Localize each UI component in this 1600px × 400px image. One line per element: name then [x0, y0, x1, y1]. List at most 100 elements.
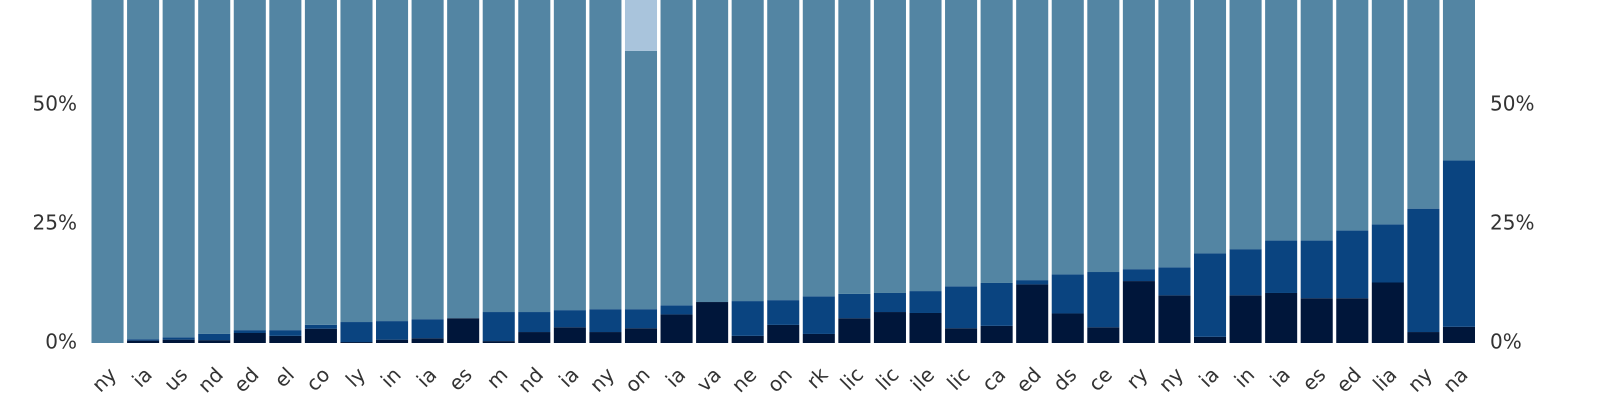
bar-segment — [1300, 298, 1333, 343]
x-tick-label: ny — [585, 362, 619, 396]
x-tick-label: ia — [127, 362, 157, 392]
bar-segment — [376, 339, 409, 343]
bar-segment — [1229, 249, 1262, 296]
y-tick-label-left: 25% — [33, 210, 77, 234]
x-tick-label: ed — [229, 362, 264, 397]
bar-segment — [553, 327, 586, 343]
bar-segment — [198, 333, 231, 341]
y-tick-label-right: 25% — [1490, 210, 1534, 234]
bar-segment — [482, 312, 515, 342]
bar-segment — [269, 330, 302, 336]
bar-segment — [1407, 332, 1440, 343]
bar-segment — [162, 337, 195, 340]
bar-segment — [1371, 224, 1404, 283]
bar-segment — [1158, 295, 1191, 343]
x-tick-label: lia — [1368, 362, 1401, 395]
x-tick-label: es — [1297, 362, 1330, 395]
x-tick-label: ce — [1084, 362, 1117, 395]
bar-segment — [731, 0, 764, 302]
bar-segment — [589, 0, 622, 310]
bar-segment — [1371, 282, 1404, 343]
bar-segment — [660, 305, 693, 315]
bar-segment — [233, 330, 266, 333]
y-tick-label-right: 50% — [1490, 91, 1534, 115]
x-tick-label: va — [692, 362, 726, 396]
x-tick-label: in — [376, 362, 406, 392]
bar-segment — [1229, 295, 1262, 343]
bar-segment — [660, 314, 693, 343]
x-tick-label: el — [269, 362, 299, 392]
bar-segment — [873, 292, 906, 313]
x-tick-label: lic — [871, 362, 904, 395]
bar-segment — [1336, 298, 1369, 343]
bar-segment — [1051, 313, 1084, 343]
x-tick-label: ile — [906, 362, 940, 396]
bar-segment — [304, 328, 337, 343]
x-tick-label: ed — [1331, 362, 1366, 397]
x-tick-label: ia — [1194, 362, 1224, 392]
bar-segment — [589, 332, 622, 343]
bar-segment — [1300, 0, 1333, 241]
x-tick-label: us — [159, 362, 192, 395]
bar-segment — [91, 0, 124, 343]
x-tick-label: na — [1438, 362, 1473, 397]
x-tick-label: es — [444, 362, 477, 395]
bar-segment — [304, 324, 337, 329]
bar-segment — [624, 328, 658, 343]
x-tick-label: rk — [802, 362, 833, 393]
bar-segment — [518, 332, 551, 343]
bar-segment — [802, 333, 835, 343]
bar-segment — [767, 300, 800, 325]
bar-segment — [127, 0, 160, 340]
bar-segment — [340, 0, 373, 323]
bar-segment — [376, 0, 409, 322]
x-tick-label: ny — [1154, 362, 1188, 396]
y-tick-label-left: 50% — [33, 91, 77, 115]
bar-segment — [518, 0, 551, 313]
bar-segment — [1371, 0, 1404, 225]
bar-segment — [1087, 327, 1120, 343]
bar-segment — [980, 0, 1013, 283]
x-tick-label: nd — [513, 362, 548, 397]
x-tick-label: nd — [193, 362, 228, 397]
x-tick-label: m — [482, 362, 513, 393]
x-tick-label: ed — [1011, 362, 1046, 397]
bar-segment — [945, 0, 978, 287]
bar-segment — [340, 342, 373, 343]
bar-segment — [127, 340, 160, 343]
bar-segment — [660, 0, 693, 306]
bar-segment — [945, 328, 978, 343]
bar-segment — [162, 339, 195, 343]
x-tick-label: ia — [412, 362, 442, 392]
bar-segment — [1122, 281, 1155, 343]
bar-segment — [340, 322, 373, 343]
x-tick-label: ny — [87, 362, 121, 396]
x-tick-label: lic — [835, 362, 868, 395]
bar-segment — [838, 0, 871, 294]
bar-segment — [411, 0, 444, 320]
x-tick-label: ny — [1403, 362, 1437, 396]
bar-segment — [1265, 240, 1298, 293]
bar-segment — [980, 282, 1013, 326]
bar-segment — [411, 319, 444, 339]
x-tick-label: ds — [1048, 362, 1081, 395]
bar-segment — [1442, 0, 1475, 161]
bar-segment — [482, 341, 515, 343]
x-tick-label: co — [301, 362, 334, 395]
bar-segment — [447, 0, 480, 319]
bar-segment — [731, 301, 764, 336]
bar-segment — [731, 335, 764, 343]
bar-segment — [980, 325, 1013, 343]
bar-segment — [1336, 230, 1369, 299]
bar-segment — [1016, 284, 1049, 343]
bar-segment — [198, 340, 231, 343]
bar-segment — [945, 286, 978, 329]
x-tick-label: ry — [1121, 362, 1152, 393]
x-tick-label: ne — [727, 362, 762, 397]
bar-segment — [1158, 267, 1191, 296]
bar-segment — [376, 321, 409, 340]
bar-segment — [447, 318, 480, 343]
y-tick-label-left: 0% — [45, 330, 77, 354]
bar-segment — [873, 312, 906, 343]
